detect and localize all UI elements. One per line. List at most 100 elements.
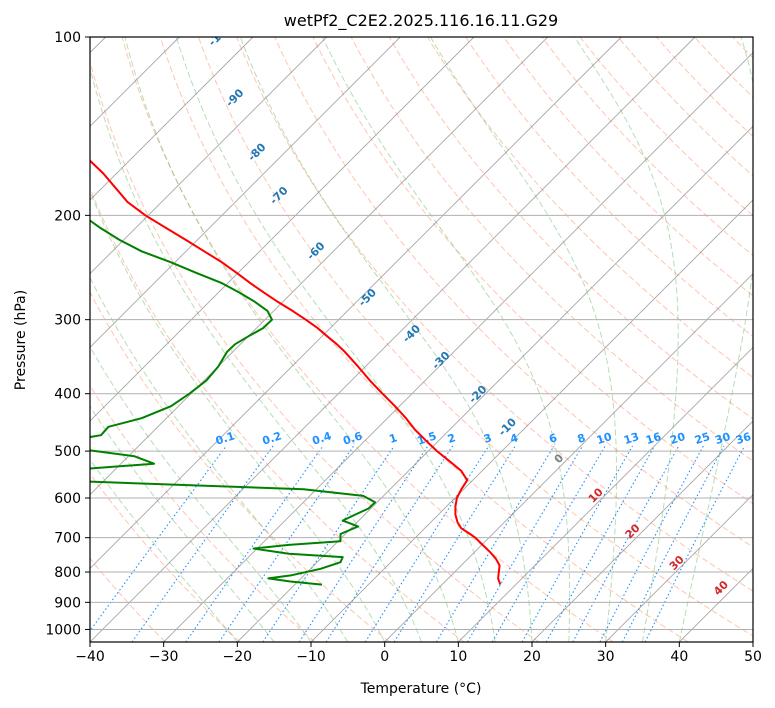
isotherm-line — [90, 37, 254, 201]
mixing-ratio-line — [393, 445, 516, 642]
moist-adiabat-line — [574, 37, 679, 642]
plot-frame — [89, 36, 754, 643]
dry-adiabats — [90, 37, 753, 642]
dry-adiabat-line — [312, 37, 753, 505]
x-tick-label: 10 — [449, 649, 467, 665]
x-tick-label: 20 — [523, 649, 541, 665]
temperature-line — [90, 159, 502, 585]
mixing-ratio-label: 36 — [734, 430, 753, 447]
isotherm-line — [310, 199, 753, 642]
mixing-ratio-label: 8 — [576, 431, 587, 446]
y-tick-label: 500 — [54, 444, 81, 460]
dry-adiabat-line — [579, 37, 753, 217]
dry-adiabat-line — [90, 186, 465, 642]
x-axis-ticks: −40 −30 −20 −10 0 10 20 30 40 50 — [75, 642, 762, 665]
x-tick-label: −30 — [149, 649, 179, 665]
x-tick-label: −40 — [75, 649, 105, 665]
mixing-ratio-line — [364, 445, 490, 642]
theta-e-label: -100 — [206, 20, 235, 49]
isotherm-line — [90, 37, 327, 275]
moist-adiabat-line — [430, 37, 617, 642]
moist-adiabat-line — [90, 458, 238, 642]
mixing-ratio-label: 20 — [668, 430, 687, 447]
mixing-ratio-line — [90, 445, 227, 632]
mixing-ratio-line — [521, 445, 633, 642]
dry-adiabat-line — [198, 37, 753, 637]
dry-adiabat-line — [90, 59, 540, 642]
y-axis-ticks: 100 200 300 400 500 600 700 800 900 1000 — [45, 30, 90, 638]
mixing-ratio-label: 25 — [693, 430, 712, 447]
moist-adiabat-line — [90, 345, 312, 642]
x-tick-label: −10 — [296, 649, 326, 665]
moist-adiabat-line — [239, 37, 533, 642]
mixing-ratio-label: 3 — [482, 431, 493, 446]
moist-adiabat-line — [124, 37, 459, 642]
dry-adiabat-line — [90, 472, 241, 642]
isotherm-line — [384, 273, 753, 642]
x-tick-label: 0 — [380, 649, 389, 665]
y-tick-label: 200 — [54, 208, 81, 224]
isotherm-line — [90, 37, 696, 642]
mixing-ratio-label: 1.5 — [416, 429, 439, 447]
mixing-ratio-label: 13 — [622, 430, 641, 447]
dewpoint-line — [90, 219, 377, 586]
dry-adiabat-line — [90, 291, 390, 642]
moist-adiabat-line — [90, 65, 422, 642]
dry-adiabat-line — [503, 37, 753, 297]
x-axis-label: Temperature (°C) — [360, 681, 482, 697]
mixing-ratio-line — [435, 445, 555, 642]
dry-adiabat-line — [350, 37, 753, 462]
moist-adiabats — [90, 37, 753, 642]
dry-adiabat-line — [236, 37, 753, 592]
mixing-ratio-label: 1 — [388, 431, 399, 446]
moist-adiabat-line — [90, 276, 349, 642]
isotherm-line — [605, 494, 753, 642]
isotherm-line — [90, 37, 401, 348]
mixing-ratio-label: 16 — [644, 430, 663, 447]
isobars — [90, 37, 753, 630]
moist-adiabat-line — [175, 37, 496, 642]
y-tick-label: 100 — [54, 30, 81, 46]
y-tick-label: 300 — [54, 313, 81, 329]
isotherm-line — [90, 37, 548, 496]
mixing-ratio-line — [599, 445, 704, 642]
mixing-ratio-label: 0.2 — [261, 429, 284, 447]
isotherm-line — [163, 52, 753, 642]
dry-adiabat-line — [541, 37, 753, 257]
series-layer — [90, 159, 502, 586]
moist-adiabat-line — [678, 37, 753, 642]
y-tick-label: 600 — [54, 491, 81, 507]
mixing-ratio-label: 30 — [713, 430, 732, 447]
mixing-ratio-label: 10 — [595, 430, 614, 447]
x-tick-label: 40 — [670, 649, 688, 665]
mixing-ratio-label: 2 — [446, 431, 457, 446]
dry-adiabat-line — [121, 37, 614, 642]
mixing-ratio-line — [545, 445, 656, 642]
moist-adiabat-line — [90, 189, 386, 642]
y-tick-label: 700 — [54, 531, 81, 547]
mixing-ratio-label: 0.6 — [341, 429, 364, 447]
mixing-ratio-line — [621, 445, 725, 642]
x-tick-label: 50 — [744, 649, 762, 665]
isotherm-line — [458, 346, 753, 642]
moist-adiabat-line — [90, 405, 275, 642]
isotherm-line — [90, 37, 622, 569]
mixing-ratio-labels: 0.1 0.2 0.4 0.6 1 1.5 2 3 4 6 8 10 13 16 20 25 30 36 — [214, 429, 753, 448]
mixing-ratio-line — [218, 445, 355, 642]
isotherm-line — [90, 37, 475, 422]
moist-adiabat-line — [322, 37, 571, 642]
mixing-ratio-label: 0.4 — [311, 429, 334, 447]
mixing-ratio-line — [572, 445, 680, 642]
dry-adiabat-line — [90, 384, 316, 642]
mixing-ratio-label: 4 — [509, 431, 521, 446]
y-tick-label: 1000 — [45, 622, 81, 638]
mixing-ratio-line — [325, 445, 454, 642]
isotherm-line — [531, 420, 753, 642]
mixing-ratio-label: 6 — [547, 431, 559, 446]
mixing-ratio-label: 0.1 — [214, 429, 237, 447]
y-tick-label: 900 — [54, 595, 81, 611]
y-tick-label: 800 — [54, 565, 81, 581]
mixing-ratio-line — [185, 445, 324, 642]
